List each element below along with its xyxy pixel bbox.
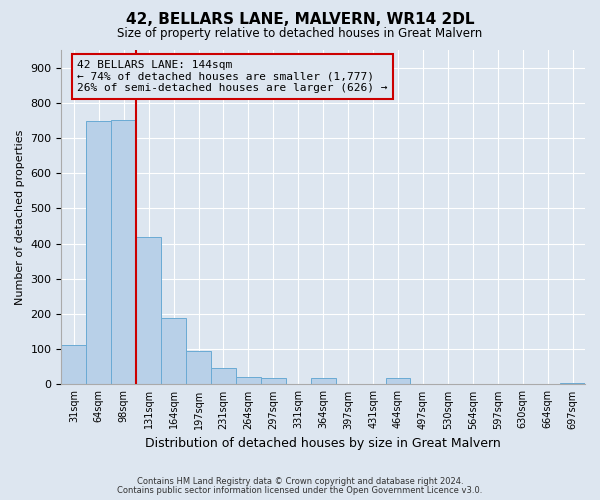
Text: Size of property relative to detached houses in Great Malvern: Size of property relative to detached ho… (118, 28, 482, 40)
Text: 42, BELLARS LANE, MALVERN, WR14 2DL: 42, BELLARS LANE, MALVERN, WR14 2DL (126, 12, 474, 28)
Y-axis label: Number of detached properties: Number of detached properties (15, 130, 25, 305)
Bar (560, 382, 585, 384)
Text: Contains HM Land Registry data © Crown copyright and database right 2024.: Contains HM Land Registry data © Crown c… (137, 477, 463, 486)
X-axis label: Distribution of detached houses by size in Great Malvern: Distribution of detached houses by size … (145, 437, 501, 450)
Text: 42 BELLARS LANE: 144sqm
← 74% of detached houses are smaller (1,777)
26% of semi: 42 BELLARS LANE: 144sqm ← 74% of detache… (77, 60, 388, 93)
Bar (386, 378, 410, 384)
Bar (61, 344, 86, 385)
Bar (111, 120, 136, 384)
Bar (261, 378, 286, 384)
Bar (236, 376, 261, 384)
Bar (86, 121, 111, 384)
Bar (211, 368, 236, 384)
Bar (311, 378, 335, 384)
Bar (186, 351, 211, 384)
Text: Contains public sector information licensed under the Open Government Licence v3: Contains public sector information licen… (118, 486, 482, 495)
Bar (136, 236, 161, 384)
Bar (161, 318, 186, 384)
